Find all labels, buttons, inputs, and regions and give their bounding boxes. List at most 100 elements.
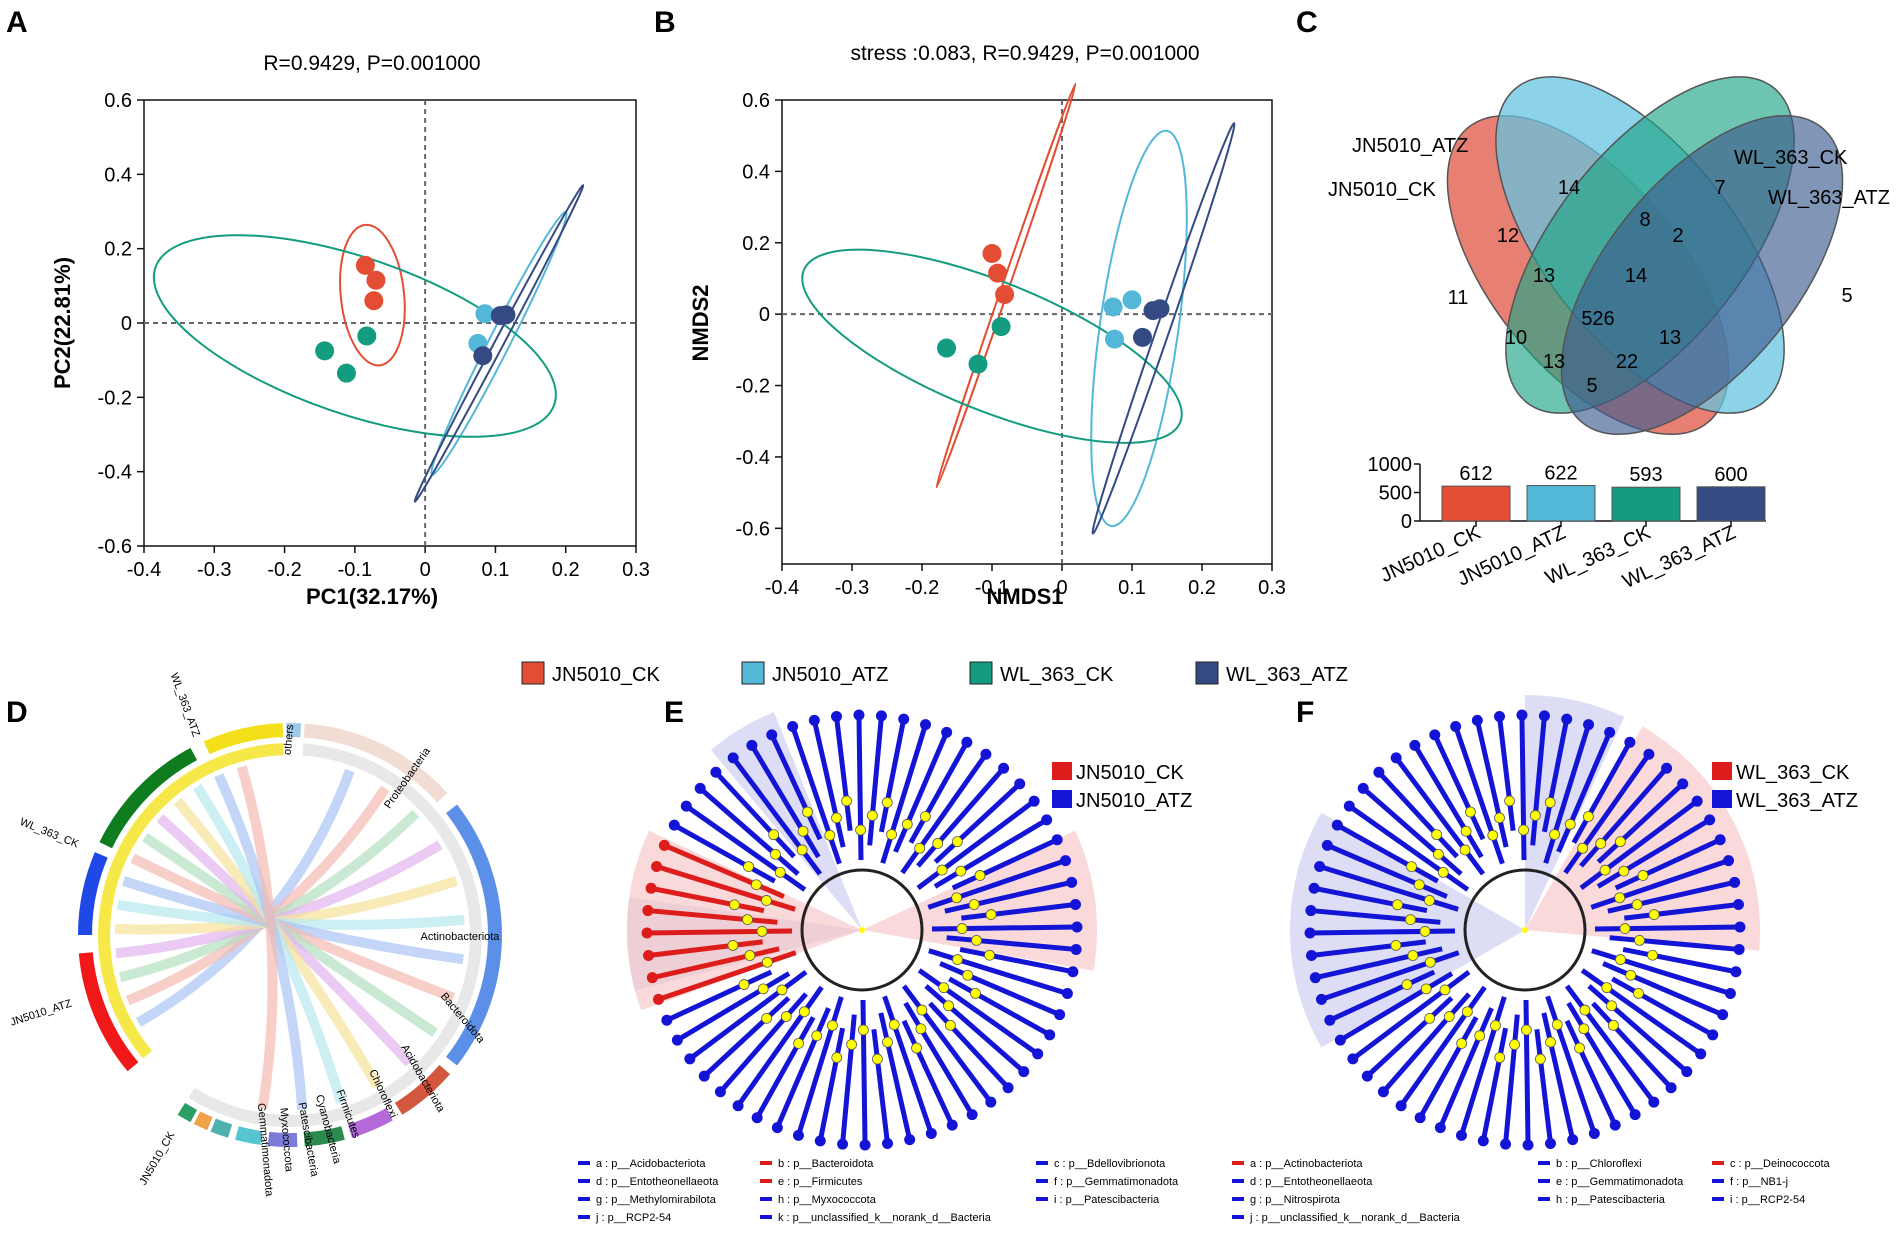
x-tick-label: -0.4 xyxy=(765,577,799,599)
venn-label-wl363-ck: WL_363_CK xyxy=(1734,147,1848,169)
clade-branch xyxy=(657,950,797,1002)
clade-leaf-node xyxy=(946,1119,958,1131)
clade-leaf-node xyxy=(1500,1138,1512,1150)
clade-leaf-node xyxy=(998,762,1010,774)
clade-leaf-node xyxy=(920,719,932,731)
clade-branch xyxy=(688,969,808,1061)
cladogram-legend-swatch xyxy=(1052,790,1072,808)
phylum-arc xyxy=(267,1131,298,1147)
chord-phylum-label: Actinobacteriota xyxy=(421,931,501,943)
key-label: h : p__Patescibacteria xyxy=(1556,1194,1666,1206)
clade-internal-node xyxy=(888,1019,900,1031)
clade-leaf-node xyxy=(1347,1053,1359,1065)
chord-diagram: WL_363_ATZWL_363_CKJN5010_ATZJN5010_CKPr… xyxy=(9,671,503,1198)
clade-branch xyxy=(901,984,993,1104)
set-size-bar-chart: 10005000612JN5010_CK622JN5010_ATZ593WL_3… xyxy=(1368,454,1766,593)
clade-leaf-node xyxy=(1733,943,1745,955)
chord-sample-label: WL_363_ATZ xyxy=(168,671,202,738)
clade-leaf-node xyxy=(875,710,887,722)
clade-leaf-node xyxy=(1477,1135,1489,1147)
clade-internal-node xyxy=(911,1042,922,1054)
clade-branch xyxy=(1591,1001,1673,1090)
clade-internal-node xyxy=(1406,861,1417,873)
clade-internal-node xyxy=(881,797,893,808)
clade-branch xyxy=(880,723,928,864)
clade-branch xyxy=(960,902,1076,921)
clade-internal-node xyxy=(956,923,968,934)
venn-count: 7 xyxy=(1714,177,1725,199)
confidence-ellipse-wl_363_ck xyxy=(152,234,557,438)
x-tick-label: -0.1 xyxy=(338,559,372,581)
legend-label: WL_363_ATZ xyxy=(1226,664,1348,686)
sample-arc-jn5010-atz xyxy=(78,852,108,935)
sample-arc-wl363-ck xyxy=(99,747,198,849)
clade-internal-node xyxy=(796,844,808,856)
sample-point-wl_363_ck xyxy=(991,317,1011,337)
confidence-ellipse-jn5010_ck xyxy=(339,223,406,367)
key-label: a : p__Actinobacteriota xyxy=(1250,1158,1363,1170)
clade-highlight xyxy=(1525,726,1760,951)
venn-count: 5 xyxy=(1586,375,1597,397)
sample-arc-jn5010-ck xyxy=(78,952,139,1072)
clade-leaf-node xyxy=(1730,966,1742,978)
clade-leaf-node xyxy=(1434,1122,1446,1134)
sample-point-wl_363_ck xyxy=(357,326,377,346)
chord-sample-label: JN5010_ATZ xyxy=(9,997,74,1028)
clade-leaf-node xyxy=(1522,1139,1534,1151)
key-label: k : p__unclassified_k__norank_d__Bacteri… xyxy=(778,1212,992,1224)
sample-point-jn5010_ck xyxy=(982,243,1002,263)
clade-internal-node xyxy=(1577,842,1589,854)
phylum-arc xyxy=(177,1102,198,1123)
bar-value-label: 600 xyxy=(1714,464,1747,486)
clade-internal-node xyxy=(984,949,995,961)
clade-leaf-node xyxy=(1704,814,1716,826)
clade-leaf-node xyxy=(814,1135,826,1147)
chord-sample-label: WL_363_CK xyxy=(18,816,81,851)
bar-wl_363_ck xyxy=(1611,486,1681,522)
clade-branch xyxy=(736,985,824,1108)
clade-leaf-node xyxy=(1624,736,1636,748)
clade-leaf-node xyxy=(646,972,658,984)
clade-branch xyxy=(939,961,1061,1017)
clade-branch xyxy=(1412,744,1484,859)
panel-label-a: A xyxy=(6,6,28,39)
clade-branch xyxy=(1596,782,1685,864)
clade-internal-node xyxy=(1419,926,1431,937)
clade-leaf-node xyxy=(732,1100,744,1112)
sample-point-jn5010_atz xyxy=(1105,329,1124,349)
confidence-ellipse-jn5010_atz xyxy=(430,210,568,477)
clade-branch xyxy=(878,1012,913,1141)
clade-internal-node xyxy=(1487,829,1499,841)
venn-label-wl363-atz: WL_363_ATZ xyxy=(1768,187,1890,209)
clade-branch xyxy=(1497,716,1516,832)
clade-leaf-node xyxy=(746,739,758,751)
clade-branch xyxy=(1545,995,1597,1135)
clade-internal-node xyxy=(793,1038,805,1049)
key-swatch xyxy=(1232,1179,1244,1183)
clade-internal-node xyxy=(811,1030,823,1042)
clade-branch xyxy=(951,837,1059,891)
clade-branch xyxy=(959,946,1074,975)
cladogram-wl363: WL_363_CK WL_363_ATZ a : p__Actinobacteri… xyxy=(1232,695,1858,1224)
clade-leaf-node xyxy=(1629,1109,1641,1121)
clade-internal-node xyxy=(1637,870,1649,881)
clade-leaf-node xyxy=(1723,855,1735,867)
clade-branch xyxy=(871,1028,890,1144)
x-tick-label: -0.2 xyxy=(267,559,301,581)
inner-ring xyxy=(98,743,284,1059)
key-swatch xyxy=(1232,1161,1244,1165)
clade-leaf-node xyxy=(1661,762,1673,774)
bar-y-tick-label: 0 xyxy=(1401,511,1412,533)
clade-internal-node xyxy=(770,848,781,860)
clade-branch xyxy=(1347,804,1470,892)
clade-branch xyxy=(1609,935,1740,952)
clade-root-node xyxy=(859,927,865,933)
sample-point-jn5010_atz xyxy=(1103,297,1123,317)
clade-internal-node xyxy=(761,956,773,968)
y-tick-label: 0.6 xyxy=(742,90,770,112)
clade-highlight xyxy=(710,712,862,930)
venn-label-jn5010-atz: JN5010_ATZ xyxy=(1352,135,1468,157)
clade-internal-node xyxy=(1631,899,1643,910)
key-swatch xyxy=(760,1197,772,1201)
x-tick-label: 0.3 xyxy=(622,559,650,581)
